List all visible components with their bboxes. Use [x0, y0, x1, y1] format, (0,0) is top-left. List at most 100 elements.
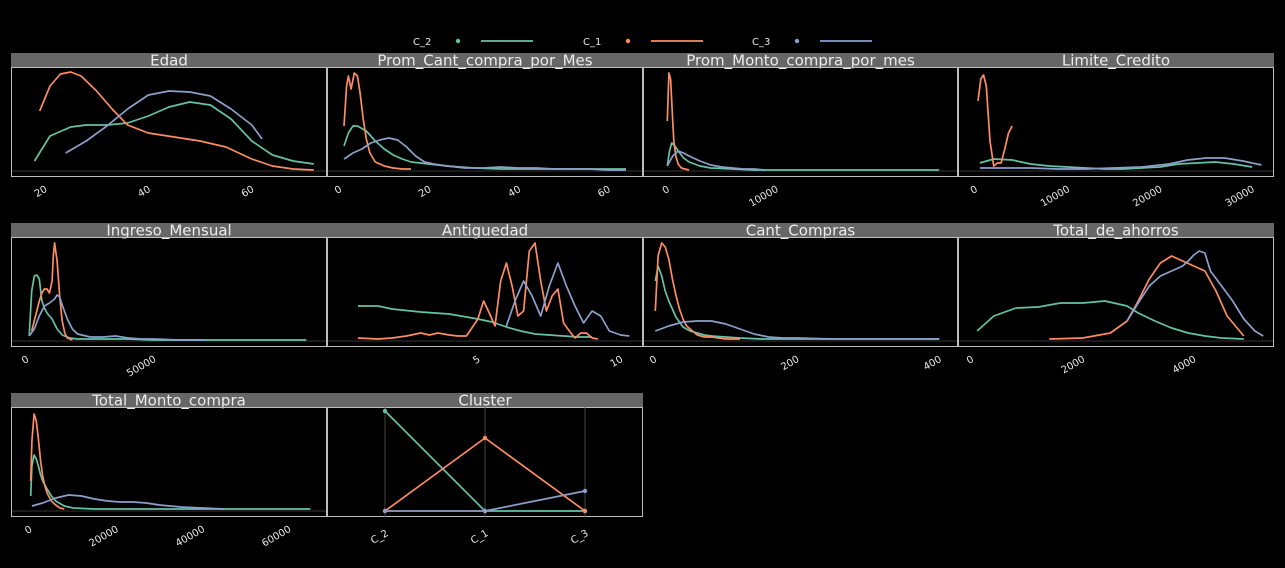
facet-limite-credito-title: Limite_Credito	[1062, 52, 1170, 71]
facet-limite-credito-strip	[958, 53, 1274, 67]
facet-prom-cant-compra-por-mes-title: Prom_Cant_compra_por_Mes	[377, 52, 592, 71]
legend-dot-c1	[625, 38, 631, 44]
facet-limite-credito: Limite_Credito 0 10000 20000 30000	[958, 52, 1274, 210]
facet-cluster: Cluster C_2 C_1 C_3	[327, 392, 643, 547]
facet-total-de-ahorros-strip	[958, 223, 1274, 237]
facet-total-monto-compra-tick-40000: 40000	[174, 524, 207, 549]
facet-cant-compras-title: Cant_Compras	[746, 222, 856, 241]
legend-label-c2: C_2	[413, 37, 431, 48]
facet-prom-monto-compra-por-mes-series-c-2	[666, 142, 940, 171]
facet-cluster-strip	[327, 393, 643, 407]
facet-antiguedad-series-c-2	[357, 305, 593, 338]
facet-prom-cant-compra-por-mes-tick-60: 60	[596, 184, 613, 200]
facet-cant-compras-tick-200: 200	[779, 354, 801, 373]
facet-ingreso-mensual-tick-0: 0	[20, 354, 31, 367]
facet-antiguedad-frame	[327, 237, 643, 347]
facet-cant-compras-series-c-3	[655, 320, 940, 340]
facet-limite-credito-tick-0: 0	[969, 184, 980, 197]
facet-antiguedad-title: Antiguedad	[442, 222, 528, 240]
facet-edad-tick-20: 20	[33, 184, 50, 200]
facet-cant-compras-series-c-1	[654, 242, 740, 340]
legend-dot-c3	[794, 38, 800, 44]
legend-label-c3: C_3	[752, 37, 770, 48]
facet-cant-compras-frame	[643, 237, 958, 347]
facet-total-de-ahorros-series-c-1	[1049, 255, 1245, 340]
facet-prom-monto-compra-por-mes-strip	[643, 53, 958, 67]
facet-edad-frame	[11, 67, 327, 177]
legend-dot-c2	[455, 38, 461, 44]
facet-cluster-point-c-2-c-2	[382, 408, 388, 414]
facet-antiguedad-strip	[327, 223, 643, 237]
facet-total-de-ahorros-frame	[958, 237, 1274, 347]
legend-label-c1: C_1	[583, 37, 601, 48]
facet-limite-credito-series-c-1	[977, 74, 1013, 167]
facet-prom-monto-compra-por-mes: Prom_Monto_compra_por_mes 0 10000	[643, 52, 958, 210]
facet-prom-monto-compra-por-mes-series-c-1	[666, 72, 690, 171]
facet-ingreso-mensual-series-c-2	[28, 274, 307, 341]
facet-cant-compras-series-c-2	[654, 265, 940, 340]
facet-total-de-ahorros-title: Total_de_ahorros	[1052, 222, 1179, 241]
facet-limite-credito-series-c-2	[979, 158, 1253, 170]
facet-antiguedad-series-c-1	[357, 242, 599, 340]
facet-edad: Edad 20 40 60	[11, 52, 327, 200]
facet-cluster-tick-c-3: C_3	[569, 528, 590, 547]
facet-cluster-tick-c-1: C_1	[469, 528, 490, 547]
facet-total-monto-compra-tick-20000: 20000	[88, 524, 121, 549]
facet-antiguedad-tick-10: 10	[609, 354, 626, 370]
facet-prom-cant-compra-por-mes-frame	[327, 67, 643, 177]
facet-ingreso-mensual-frame	[11, 237, 327, 347]
facet-prom-cant-compra-por-mes-series-c-1	[343, 72, 412, 170]
facet-edad-series-c-1	[38, 71, 314, 171]
facet-prom-cant-compra-por-mes-strip	[327, 53, 643, 67]
facet-cant-compras-tick-0: 0	[648, 354, 659, 367]
facet-limite-credito-tick-10000: 10000	[1039, 184, 1072, 209]
facet-ingreso-mensual-strip	[11, 223, 327, 237]
facet-total-monto-compra-tick-0: 0	[23, 524, 34, 537]
facet-antiguedad-series-c-3	[505, 262, 630, 337]
facet-edad-strip	[11, 53, 327, 67]
facet-edad-tick-40: 40	[136, 184, 153, 200]
facet-limite-credito-tick-30000: 30000	[1224, 184, 1257, 209]
facet-cluster-point-c-3-c-1	[482, 508, 488, 514]
facet-ingreso-mensual: Ingreso_Mensual 0 50000	[11, 222, 327, 380]
facet-prom-cant-compra-por-mes-tick-40: 40	[507, 184, 524, 200]
facet-cant-compras: Cant_Compras 0 200 400	[643, 222, 958, 373]
facet-total-monto-compra-frame	[11, 407, 327, 517]
facet-total-monto-compra-series-c-2	[29, 454, 311, 510]
facet-prom-monto-compra-por-mes-title: Prom_Monto_compra_por_mes	[686, 52, 915, 71]
facet-total-de-ahorros-tick-0: 0	[965, 354, 976, 367]
facet-prom-cant-compra-por-mes: Prom_Cant_compra_por_Mes 0 20 40 60	[327, 52, 643, 200]
facet-prom-monto-compra-por-mes-tick-0: 0	[661, 184, 672, 197]
facet-total-de-ahorros: Total_de_ahorros 0 2000 4000	[958, 222, 1274, 376]
facet-cluster-tick-c-2: C_2	[369, 528, 390, 547]
facet-prom-cant-compra-por-mes-tick-0: 0	[333, 184, 344, 197]
facet-total-monto-compra-series-c-3	[31, 494, 225, 510]
facet-ingreso-mensual-series-c-1	[30, 242, 73, 341]
facet-edad-title: Edad	[150, 52, 188, 70]
facet-prom-monto-compra-por-mes-series-c-3	[666, 150, 766, 171]
facet-edad-series-c-3	[65, 90, 263, 154]
facet-ingreso-mensual-series-c-3	[28, 294, 205, 341]
facet-total-monto-compra: Total_Monto_compra 0 20000 40000 60000	[11, 392, 327, 550]
facet-total-de-ahorros-tick-2000: 2000	[1060, 354, 1088, 376]
facet-antiguedad: Antiguedad 5 10	[327, 222, 643, 370]
facet-total-monto-compra-tick-60000: 60000	[260, 524, 293, 549]
facet-ingreso-mensual-tick-50000: 50000	[125, 354, 158, 379]
facet-edad-tick-60: 60	[240, 184, 257, 200]
facet-total-monto-compra-title: Total_Monto_compra	[91, 392, 246, 411]
facet-prom-cant-compra-por-mes-series-c-2	[343, 125, 626, 170]
facet-cant-compras-strip	[643, 223, 958, 237]
facet-total-de-ahorros-series-c-3	[1126, 250, 1264, 337]
facet-total-monto-compra-series-c-1	[29, 413, 65, 510]
facet-total-monto-compra-strip	[11, 393, 327, 407]
facet-total-de-ahorros-tick-4000: 4000	[1171, 354, 1199, 376]
facet-prom-monto-compra-por-mes-frame	[643, 67, 958, 177]
facet-edad-series-c-2	[33, 101, 314, 165]
facet-prom-monto-compra-por-mes-tick-10000: 10000	[747, 184, 780, 209]
facet-prom-cant-compra-por-mes-tick-20: 20	[417, 184, 434, 200]
facet-limite-credito-tick-20000: 20000	[1131, 184, 1164, 209]
facet-antiguedad-tick-5: 5	[471, 354, 482, 367]
facet-cluster-point-c-1-c-1	[482, 435, 488, 441]
facet-prom-cant-compra-por-mes-series-c-3	[343, 137, 626, 171]
